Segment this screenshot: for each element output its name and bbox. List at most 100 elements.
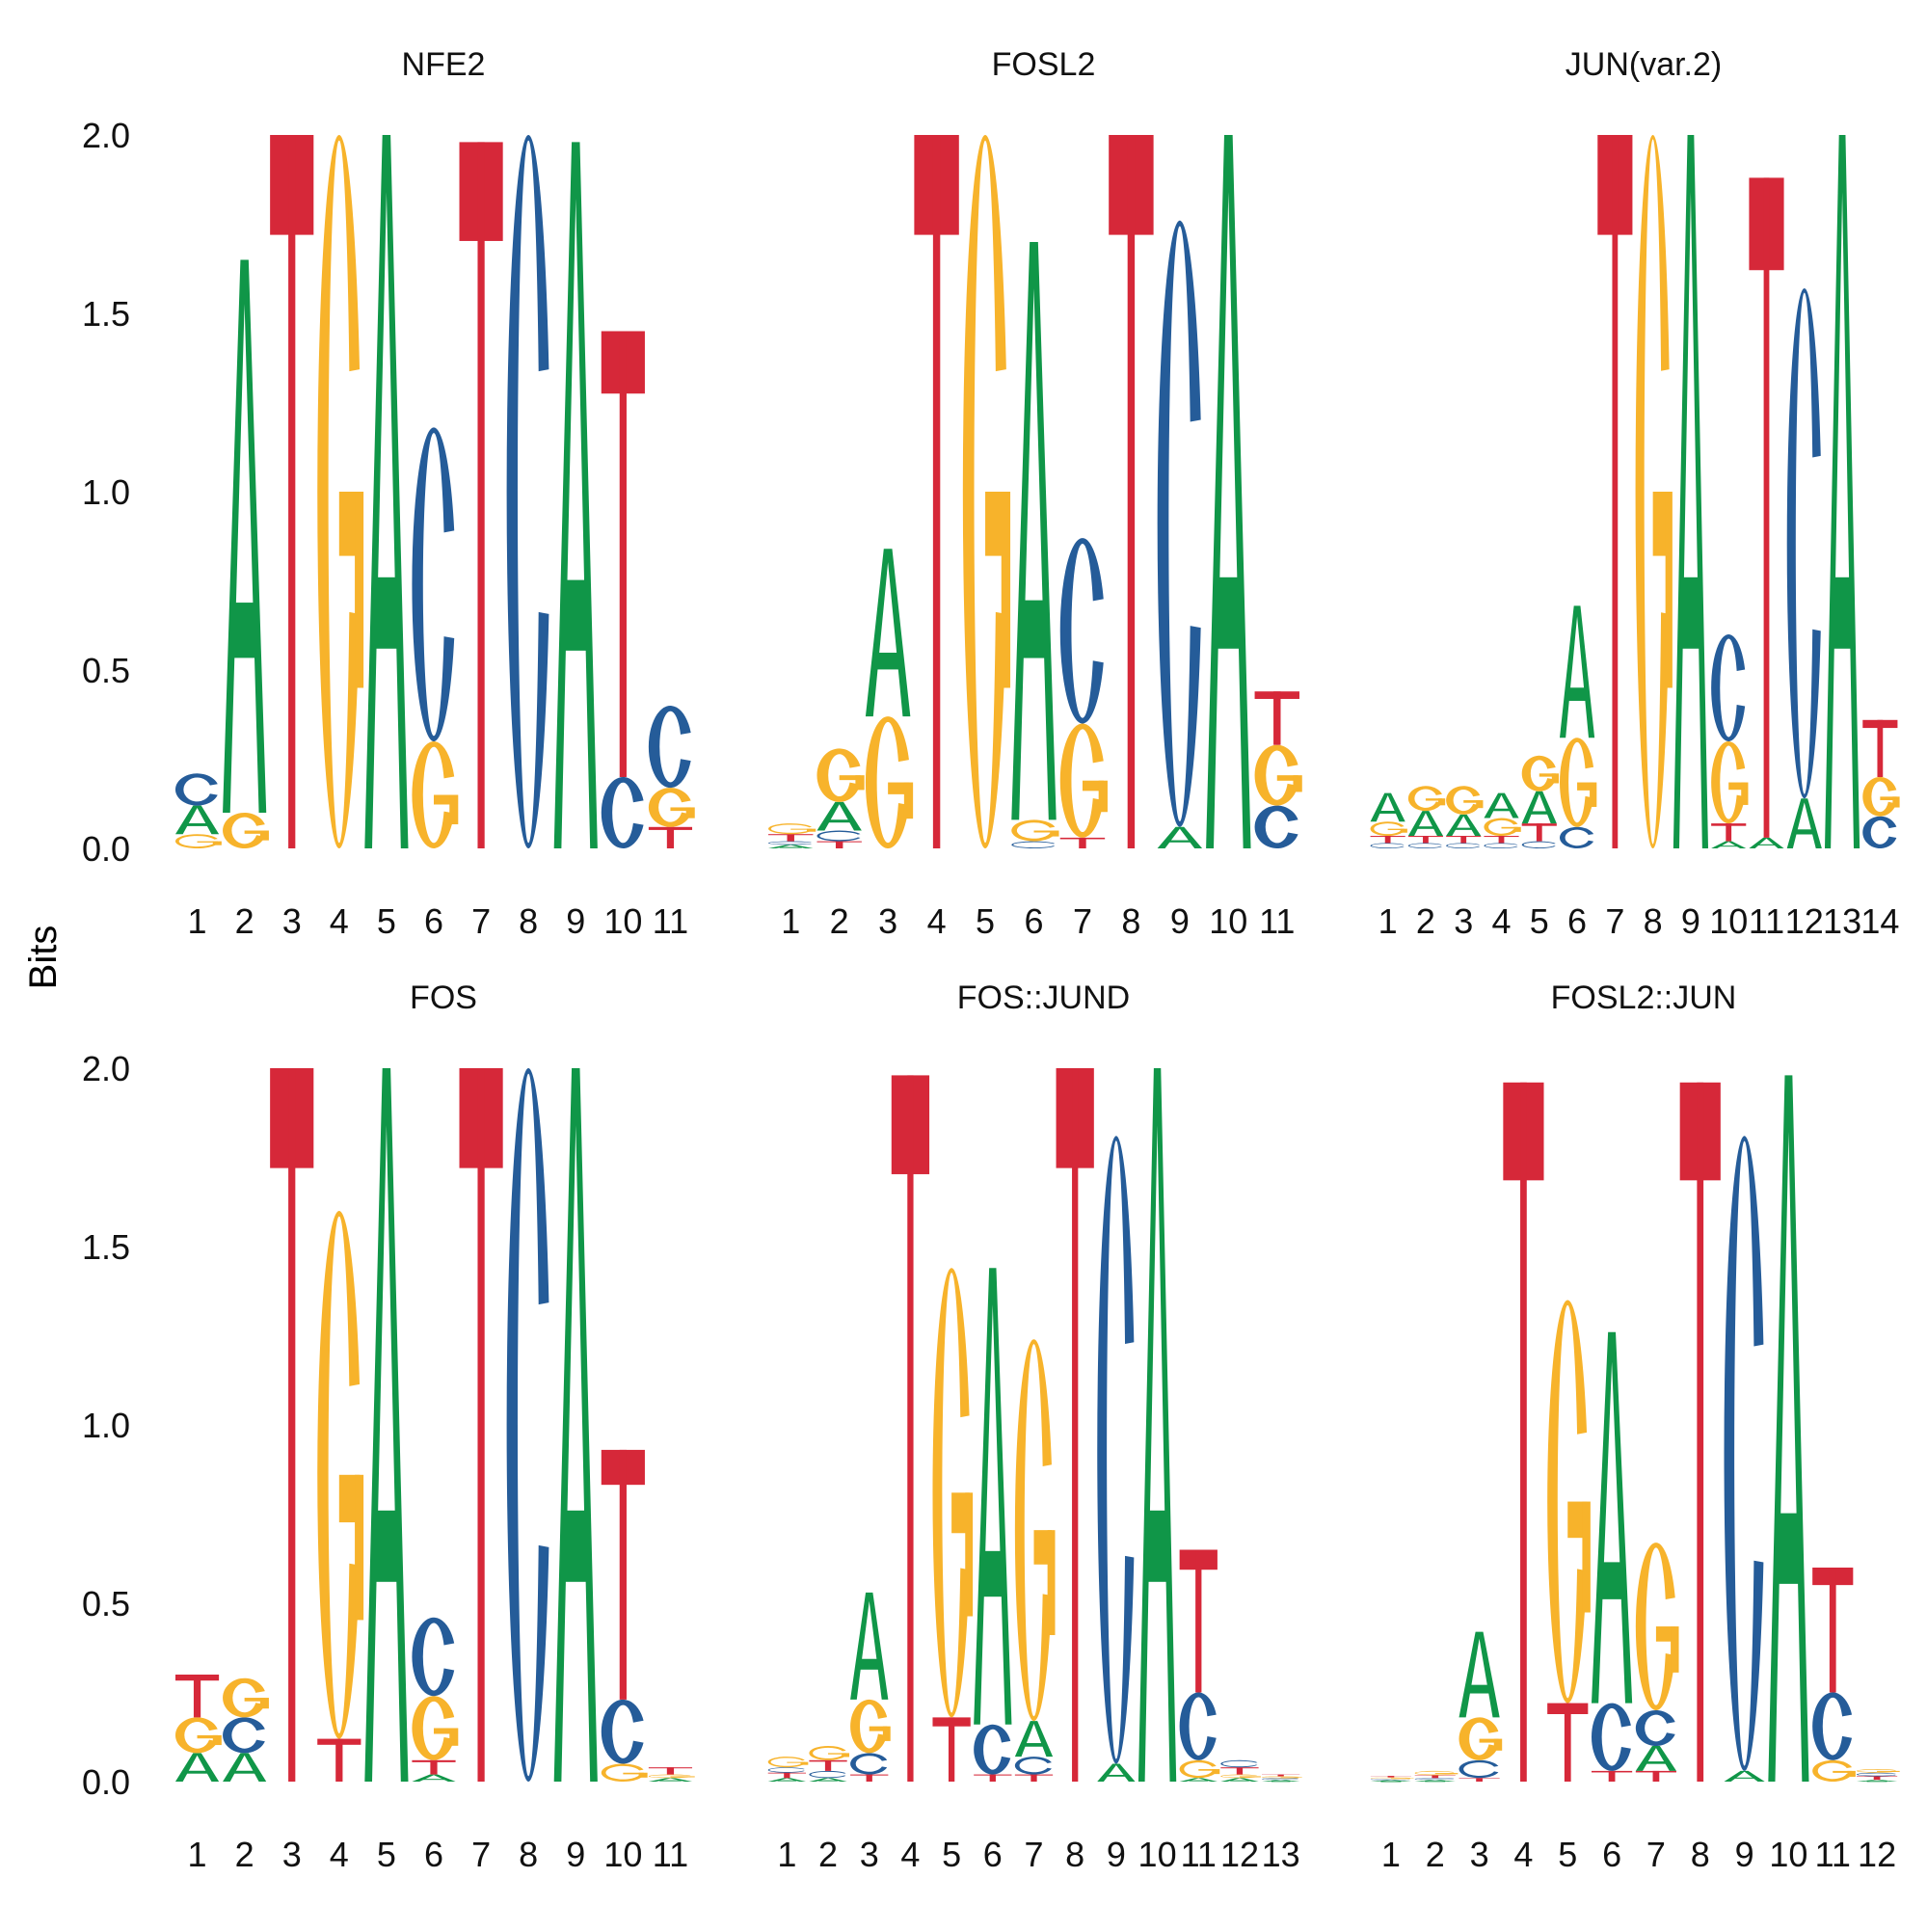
position-stack xyxy=(809,1746,849,1782)
letter-A xyxy=(1522,792,1557,823)
letter-C xyxy=(649,706,691,788)
letter-C xyxy=(1015,1757,1052,1775)
letter-G xyxy=(1812,1760,1856,1782)
letter-C xyxy=(507,135,549,848)
position-stack xyxy=(1680,1083,1721,1782)
position-stack xyxy=(460,142,503,848)
letter-T xyxy=(649,1767,692,1774)
x-tick-label: 3 xyxy=(1454,901,1473,941)
position-stack xyxy=(1592,1332,1632,1782)
position-stack xyxy=(554,142,598,848)
x-tick-label: 8 xyxy=(519,901,538,941)
position-stack xyxy=(317,135,363,848)
letter-G xyxy=(1408,786,1445,811)
position-stack xyxy=(850,1593,891,1782)
position-stack xyxy=(1180,1550,1220,1783)
letter-T xyxy=(1371,836,1405,843)
letter-G xyxy=(1857,1769,1900,1773)
position-stack xyxy=(364,135,408,848)
letter-G xyxy=(412,741,458,848)
x-tick-label: 5 xyxy=(377,1835,396,1874)
position-stack xyxy=(412,1618,458,1782)
position-stack xyxy=(1206,135,1250,848)
position-stack xyxy=(602,1450,648,1782)
letter-T xyxy=(1597,135,1632,848)
letter-C xyxy=(602,777,644,848)
x-tick-label: 11 xyxy=(653,901,688,941)
letter-A xyxy=(1415,1780,1456,1782)
letter-G xyxy=(412,1696,458,1760)
x-tick-label: 3 xyxy=(282,901,302,941)
letter-G xyxy=(1220,1775,1261,1779)
position-stack xyxy=(1857,1769,1900,1782)
panel-title: FOSL2::JUN xyxy=(1551,979,1737,1016)
letter-C xyxy=(1408,843,1442,848)
y-tick-label: 0.5 xyxy=(82,651,130,690)
position-stack xyxy=(1597,135,1632,848)
letter-T xyxy=(1255,691,1299,745)
y-tick-label: 1.0 xyxy=(82,1406,130,1445)
letter-G xyxy=(1011,819,1058,841)
x-tick-label: 4 xyxy=(927,901,947,941)
letter-G xyxy=(768,1757,809,1767)
x-tick-label: 7 xyxy=(1646,1835,1666,1874)
x-tick-label: 6 xyxy=(424,1835,443,1874)
position-stack xyxy=(1862,720,1899,848)
letter-C xyxy=(1011,842,1055,848)
position-stack xyxy=(1138,1068,1176,1782)
x-tick-label: 6 xyxy=(424,901,443,941)
x-tick-label: 13 xyxy=(1262,1835,1300,1874)
letter-G xyxy=(1636,1543,1679,1710)
x-tick-label: 8 xyxy=(519,1835,538,1874)
letter-G xyxy=(1459,1717,1502,1759)
letter-T xyxy=(602,1450,645,1700)
letter-C xyxy=(1158,221,1201,827)
letter-T xyxy=(1371,1776,1411,1777)
letter-C xyxy=(1371,843,1405,848)
letter-T xyxy=(649,827,692,848)
position-stack xyxy=(223,1678,269,1782)
letter-C xyxy=(1060,538,1104,723)
letter-A xyxy=(768,845,813,848)
letter-C xyxy=(1725,1136,1764,1771)
letter-A xyxy=(1180,1778,1218,1782)
panel-title: FOS::JUND xyxy=(957,979,1130,1016)
x-tick-label: 11 xyxy=(1749,901,1784,941)
position-stack xyxy=(1011,242,1058,848)
letter-C xyxy=(602,1700,644,1764)
x-tick-label: 4 xyxy=(330,901,349,941)
position-stack xyxy=(649,1767,695,1782)
x-tick-label: 13 xyxy=(1823,901,1861,941)
letter-T xyxy=(914,135,958,848)
position-stack xyxy=(1787,288,1822,848)
letter-C xyxy=(768,842,812,845)
letter-G xyxy=(1547,1301,1591,1704)
x-tick-label: 6 xyxy=(1567,901,1587,941)
letter-T xyxy=(1459,1778,1500,1782)
letter-C xyxy=(974,1725,1010,1775)
letter-C xyxy=(1255,806,1298,848)
letter-G xyxy=(1180,1760,1220,1779)
letter-C xyxy=(1484,843,1517,848)
letter-A xyxy=(364,135,408,848)
letter-A xyxy=(554,1068,598,1782)
x-tick-label: 12 xyxy=(1785,901,1824,941)
letter-A xyxy=(223,1753,266,1782)
position-stack xyxy=(1255,691,1302,848)
position-stack xyxy=(1060,538,1108,848)
letter-T xyxy=(270,135,313,848)
letter-T xyxy=(1547,1704,1588,1782)
position-stack xyxy=(507,135,549,848)
x-tick-label: 1 xyxy=(1381,1835,1401,1874)
position-stack xyxy=(1015,1339,1056,1782)
letter-A xyxy=(175,806,219,835)
position-stack xyxy=(602,332,645,848)
x-tick-label: 3 xyxy=(1470,1835,1489,1874)
letter-G xyxy=(1371,1778,1414,1780)
x-tick-label: 12 xyxy=(1858,1835,1896,1874)
y-tick-label: 2.0 xyxy=(82,1049,130,1088)
x-tick-label: 3 xyxy=(878,901,897,941)
